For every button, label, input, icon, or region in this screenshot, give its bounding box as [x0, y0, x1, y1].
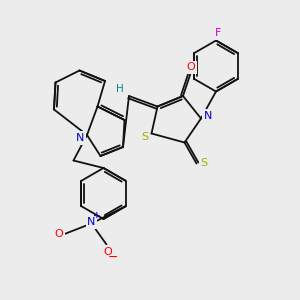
Text: −: − — [108, 250, 118, 264]
Text: O: O — [186, 62, 195, 73]
Text: S: S — [141, 131, 148, 142]
Text: N: N — [87, 217, 96, 227]
Text: N: N — [203, 110, 212, 121]
Text: S: S — [200, 158, 208, 169]
Text: N: N — [76, 133, 85, 143]
Text: F: F — [215, 28, 222, 38]
Text: +: + — [93, 211, 101, 220]
Text: O: O — [103, 247, 112, 257]
Text: O: O — [54, 229, 63, 239]
Text: H: H — [116, 84, 124, 94]
